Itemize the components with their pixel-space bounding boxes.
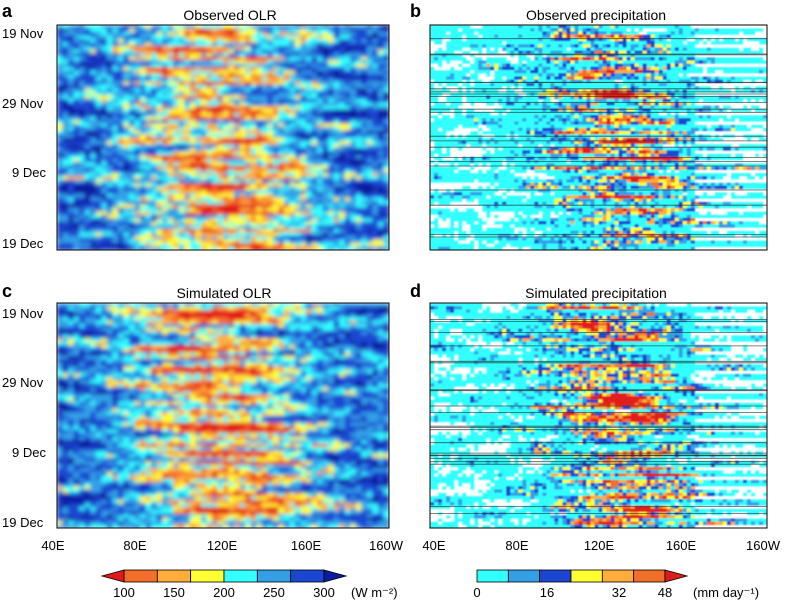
colorbar-swatch <box>290 569 325 583</box>
olr-cbar-tick-150: 150 <box>163 585 185 600</box>
x-tick-c-160w: 160W <box>369 538 404 553</box>
x-tick-d-160w: 160W <box>746 538 781 553</box>
y-tick-c-19dec: 19 Dec <box>2 515 44 530</box>
x-tick-c-160e: 160E <box>291 538 322 553</box>
olr-cells <box>57 25 389 250</box>
y-tick-a-19nov: 19 Nov <box>2 26 44 41</box>
panel-letter-c: c <box>2 281 12 301</box>
colorbar-swatch <box>476 569 509 583</box>
olr-cbar-tick-250: 250 <box>263 585 285 600</box>
x-tick-c-120e: 120E <box>207 538 238 553</box>
x-tick-c-40e: 40E <box>41 538 64 553</box>
x-tick-d-40e: 40E <box>422 538 445 553</box>
x-tick-c-80e: 80E <box>123 538 146 553</box>
colorbar-swatch <box>507 569 541 583</box>
colorbar-arrow-left <box>100 569 125 583</box>
olr-cbar-tick-300: 300 <box>313 585 335 600</box>
precip-cbar-tick-32: 32 <box>612 585 626 600</box>
panel-b-frame <box>429 24 768 251</box>
panel-b-heatmap <box>430 25 767 250</box>
panel-c-frame <box>56 302 390 529</box>
precip-cbar-tick-48: 48 <box>658 585 672 600</box>
precip-cbar-tick-0: 0 <box>473 585 480 600</box>
y-tick-a-29nov: 29 Nov <box>2 96 44 111</box>
olr-cbar-unit: (W m⁻²) <box>351 585 398 600</box>
panel-a-frame <box>56 24 390 251</box>
colorbar-swatch <box>539 569 572 583</box>
y-tick-c-29nov: 29 Nov <box>2 375 44 390</box>
precip-cells <box>430 303 767 528</box>
panel-a-heatmap <box>57 25 389 250</box>
olr-cells <box>57 303 389 528</box>
y-tick-a-19dec: 19 Dec <box>2 236 44 251</box>
colorbar-arrow-right <box>323 569 348 583</box>
olr-colorbar <box>100 569 348 583</box>
colorbar-arrow-right <box>664 569 689 583</box>
panel-letter-d: d <box>410 281 421 301</box>
panel-title-a: Observed OLR <box>183 7 276 23</box>
olr-cbar-tick-200: 200 <box>213 585 235 600</box>
x-tick-d-120e: 120E <box>584 538 615 553</box>
panel-title-d: Simulated precipitation <box>525 285 667 301</box>
panel-letter-a: a <box>2 1 13 21</box>
panel-d-heatmap <box>430 303 767 528</box>
colorbar-swatch <box>256 569 292 583</box>
colorbar-swatch <box>601 569 635 583</box>
precip-cells <box>430 25 767 250</box>
panel-letter-b: b <box>410 1 421 21</box>
colorbar-swatch <box>123 569 158 583</box>
y-tick-c-19nov: 19 Nov <box>2 306 44 321</box>
y-tick-a-9dec: 9 Dec <box>12 165 46 180</box>
y-tick-c-9dec: 9 Dec <box>12 445 46 460</box>
x-tick-d-160e: 160E <box>666 538 697 553</box>
colorbar-swatch <box>570 569 603 583</box>
colorbar-swatch <box>633 569 666 583</box>
colorbar-swatch <box>223 569 258 583</box>
colorbar-swatch <box>156 569 192 583</box>
x-tick-d-80e: 80E <box>505 538 528 553</box>
panel-d-frame <box>429 302 768 529</box>
panel-title-b: Observed precipitation <box>526 7 666 23</box>
precip-cbar-tick-16: 16 <box>540 585 554 600</box>
colorbar-swatch <box>190 569 225 583</box>
panel-title-c: Simulated OLR <box>177 285 272 301</box>
olr-cbar-tick-100: 100 <box>113 585 135 600</box>
precip-colorbar <box>476 569 689 583</box>
precip-cbar-unit: (mm day⁻¹) <box>693 585 759 600</box>
panel-c-heatmap <box>57 303 389 528</box>
